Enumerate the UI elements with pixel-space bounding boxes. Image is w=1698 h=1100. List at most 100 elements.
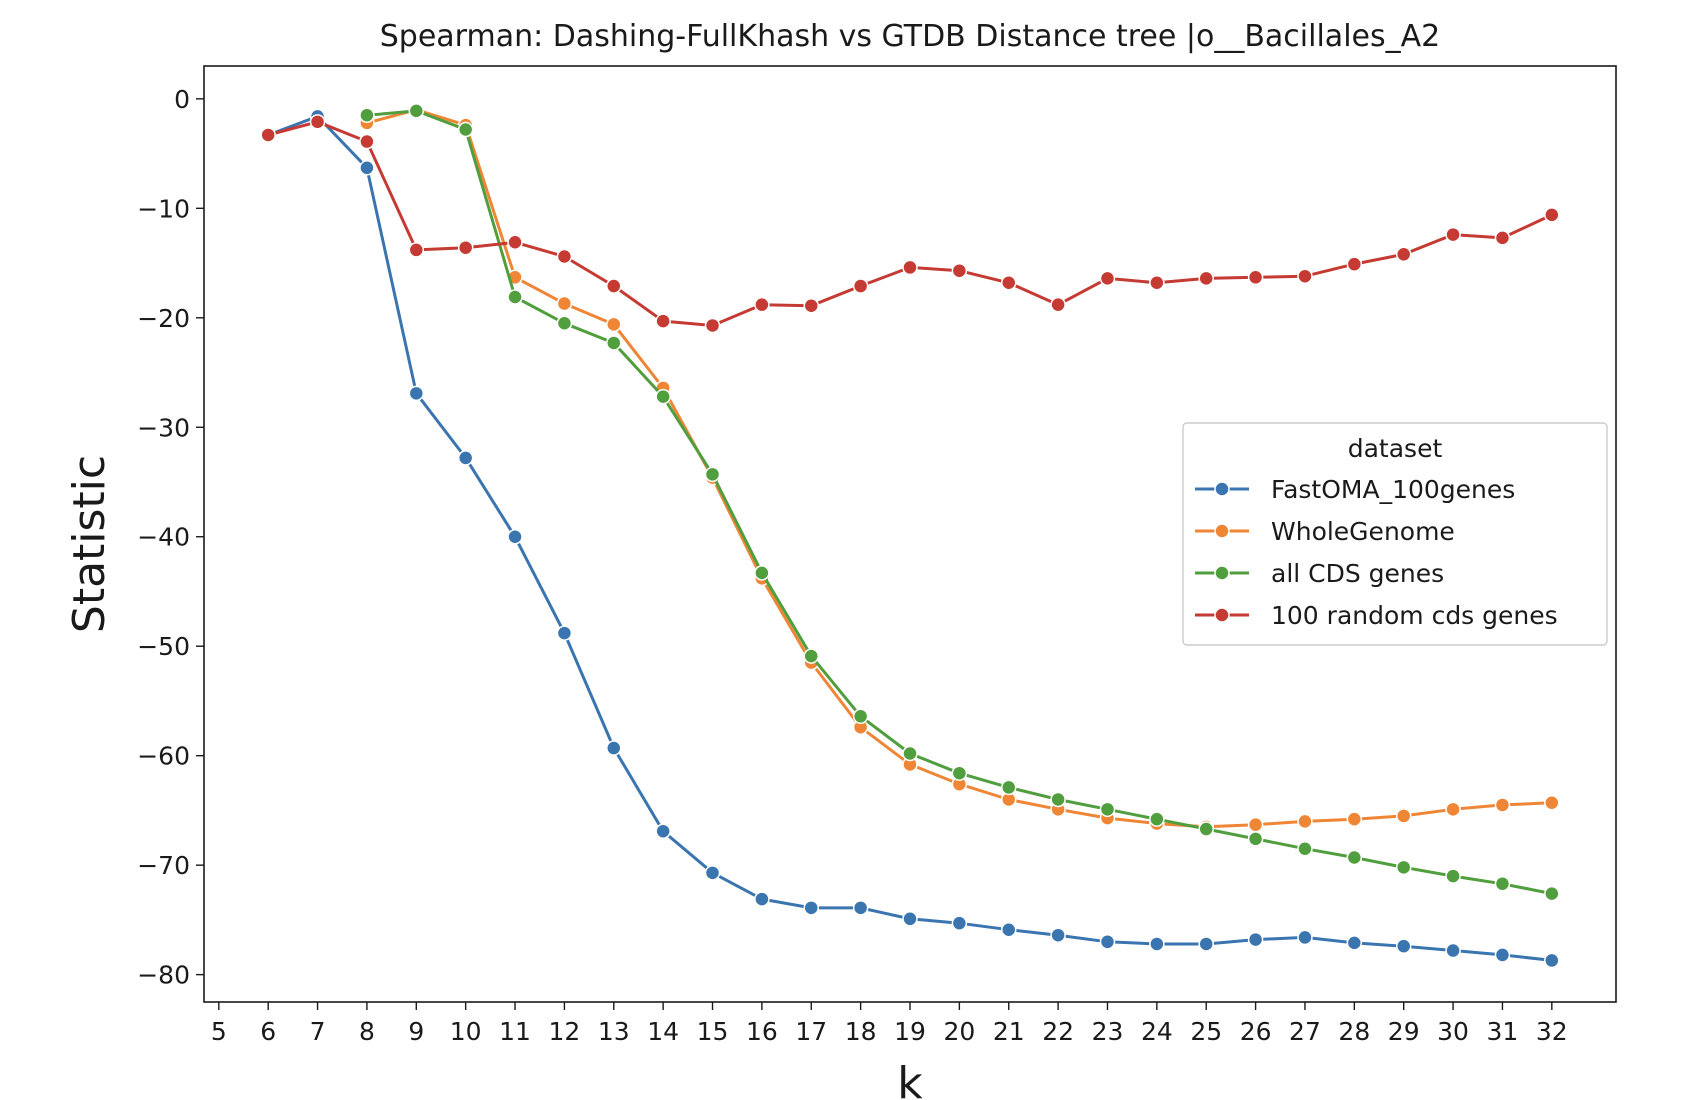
y-tick-label: −30 xyxy=(137,413,190,442)
data-point xyxy=(1198,270,1214,287)
data-point xyxy=(606,740,622,756)
series-fastoma-100genes xyxy=(260,108,1560,969)
data-point xyxy=(1544,885,1560,902)
data-point xyxy=(1099,934,1116,950)
x-tick-label: 9 xyxy=(408,1017,424,1046)
data-point xyxy=(556,625,573,641)
data-point xyxy=(1247,931,1264,948)
x-tick-label: 31 xyxy=(1487,1017,1519,1046)
data-point xyxy=(1297,813,1313,830)
x-axis-label: k xyxy=(897,1058,923,1100)
legend-label: WholeGenome xyxy=(1271,517,1455,546)
x-tick-label: 20 xyxy=(943,1017,975,1046)
data-point xyxy=(1099,801,1116,818)
x-tick-label: 11 xyxy=(499,1017,531,1046)
data-point xyxy=(1000,779,1017,796)
data-point xyxy=(1050,791,1066,808)
data-point xyxy=(359,133,375,150)
data-point xyxy=(951,765,968,781)
y-tick-label: −20 xyxy=(137,304,190,333)
data-point xyxy=(1000,921,1017,938)
x-tick-label: 13 xyxy=(598,1017,630,1046)
y-tick-label: −10 xyxy=(137,194,190,223)
x-tick-label: 23 xyxy=(1092,1017,1124,1046)
data-point xyxy=(556,248,573,265)
data-point xyxy=(1395,808,1412,824)
data-point xyxy=(1297,929,1313,946)
series-100-random-cds-genes xyxy=(260,114,1560,334)
legend-entry: WholeGenome xyxy=(1195,517,1455,546)
x-tick-label: 30 xyxy=(1437,1017,1469,1046)
data-point xyxy=(556,295,573,312)
legend-label: all CDS genes xyxy=(1271,559,1444,588)
data-point xyxy=(1198,936,1214,952)
x-tick-label: 18 xyxy=(845,1017,877,1046)
data-point xyxy=(1346,935,1363,951)
legend-entry: 100 random cds genes xyxy=(1195,601,1558,630)
data-point xyxy=(902,911,918,927)
data-point xyxy=(1050,296,1066,313)
x-tick-label: 16 xyxy=(746,1017,778,1046)
x-tick-label: 17 xyxy=(795,1017,827,1046)
data-point xyxy=(408,385,425,402)
y-tick-label: −50 xyxy=(137,632,190,661)
x-tick-label: 29 xyxy=(1388,1017,1420,1046)
data-point xyxy=(1395,246,1412,263)
y-tick-label: −70 xyxy=(137,851,190,880)
data-point xyxy=(1247,269,1264,286)
data-point xyxy=(1149,936,1165,952)
data-point xyxy=(1346,811,1363,827)
data-point xyxy=(1346,256,1363,272)
y-tick-label: −40 xyxy=(137,523,190,552)
data-point xyxy=(1247,816,1264,833)
legend: dataset FastOMA_100genes WholeGenome all CD… xyxy=(1182,422,1608,646)
y-axis-label: Statistic xyxy=(64,455,115,633)
y-tick-label: −60 xyxy=(137,742,190,771)
legend-entry: FastOMA_100genes xyxy=(1195,475,1515,504)
data-point xyxy=(1297,268,1313,284)
data-point xyxy=(1395,938,1412,954)
data-point xyxy=(852,278,869,294)
data-point xyxy=(260,127,276,143)
legend-swatch-marker xyxy=(1214,481,1230,497)
data-point xyxy=(1445,942,1461,959)
legend-swatch-marker xyxy=(1214,523,1230,539)
legend-label: 100 random cds genes xyxy=(1271,601,1558,630)
x-tick-label: 15 xyxy=(697,1017,729,1046)
data-point xyxy=(655,388,671,405)
data-point xyxy=(606,278,622,294)
data-point xyxy=(754,296,770,313)
data-point xyxy=(507,234,523,251)
data-point xyxy=(1544,207,1560,223)
data-point xyxy=(507,528,523,545)
x-tick-label: 24 xyxy=(1141,1017,1173,1046)
data-point xyxy=(902,745,918,762)
data-point xyxy=(1445,868,1461,884)
y-axis: 0 −10 −20 −30 −40 −50 −60 −70 −80 xyxy=(137,85,204,990)
data-point xyxy=(803,297,820,314)
data-point xyxy=(408,242,425,258)
x-tick-label: 6 xyxy=(260,1017,276,1046)
data-point xyxy=(1494,947,1511,963)
data-point xyxy=(1346,849,1363,866)
data-point xyxy=(359,107,375,124)
x-tick-label: 7 xyxy=(310,1017,326,1046)
data-point xyxy=(1297,840,1313,857)
data-point xyxy=(457,239,474,256)
data-point xyxy=(704,466,721,483)
data-point xyxy=(1099,270,1116,287)
data-point xyxy=(309,114,326,130)
data-point xyxy=(655,313,671,329)
data-point xyxy=(359,160,375,176)
data-point xyxy=(803,900,820,916)
chart-title: Spearman: Dashing-FullKhash vs GTDB Dist… xyxy=(380,19,1440,54)
data-point xyxy=(507,289,523,305)
data-point xyxy=(1494,876,1511,892)
x-tick-label: 14 xyxy=(647,1017,679,1046)
data-point xyxy=(704,865,721,881)
data-point xyxy=(951,915,968,931)
data-point xyxy=(1395,859,1412,876)
data-point xyxy=(556,315,573,332)
data-point xyxy=(606,335,622,351)
data-point xyxy=(1494,230,1511,246)
